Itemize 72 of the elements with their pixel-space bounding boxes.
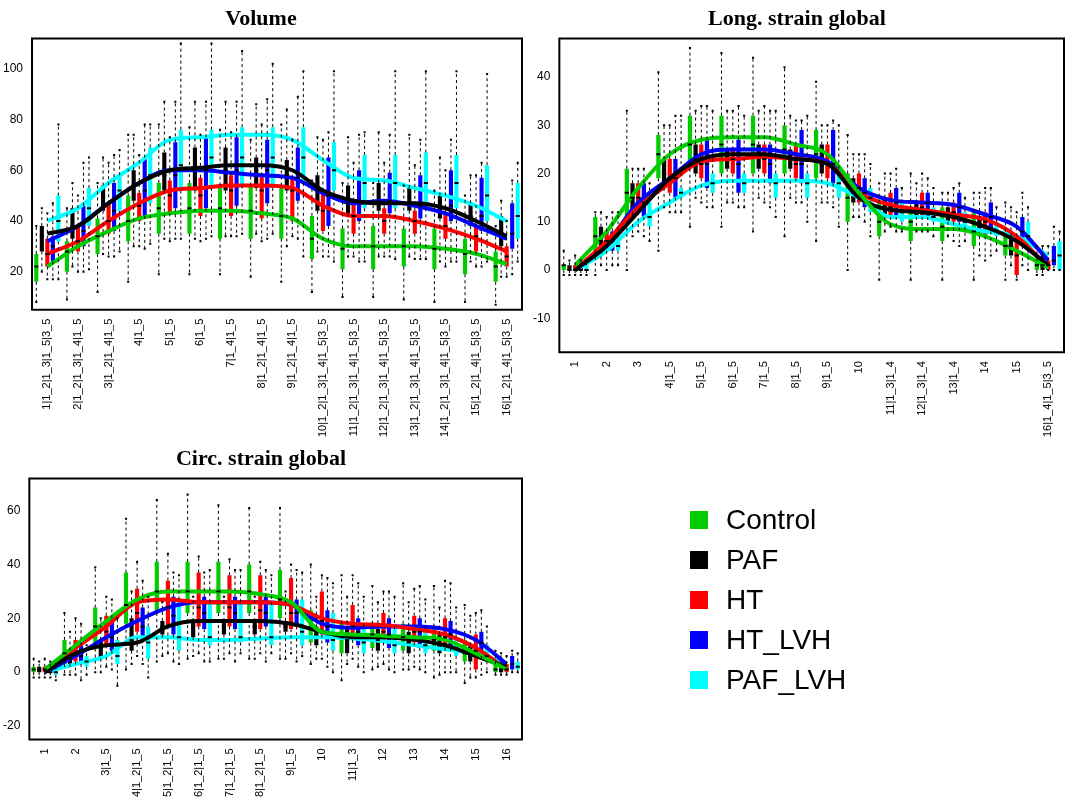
y-tick-label: 40	[536, 69, 551, 84]
y-tick-label: 20	[6, 610, 21, 625]
chart-title: Long. strain global	[708, 4, 886, 30]
x-tick-label: 2	[599, 361, 612, 368]
y-tick-label: 60	[6, 503, 21, 518]
x-tick-label: 15|1_2|1_4|1_5|3_5	[469, 318, 482, 416]
x-tick-label: 14	[978, 361, 991, 374]
x-tick-label: 1	[37, 748, 50, 755]
y-tick-label: 0	[543, 262, 551, 277]
x-tick-label: 16|1_2|1_4|1_5|3_5	[499, 318, 512, 416]
y-tick-label: 20	[536, 165, 551, 180]
x-tick-label: 9|1_2|1_4|1_5	[285, 318, 298, 389]
legend-label: PAF	[726, 544, 779, 576]
x-tick-label: 13|1_2|1_3|1_4|1_5|3_5	[407, 318, 420, 438]
x-tick-label: 11|1_3	[345, 748, 358, 782]
y-tick-label: 40	[6, 556, 21, 571]
x-tick-label: 6|1_2|1_5	[191, 748, 204, 798]
x-tick-label: 2	[68, 748, 81, 755]
x-tick-label: 14|1_2|1_3|1_4|1_5|3_5	[438, 318, 451, 438]
x-tick-label: 5|1_2|1_5	[160, 748, 173, 798]
y-tick-label: 20	[9, 263, 24, 278]
x-tick-label: 1	[568, 361, 581, 368]
y-tick-label: -20	[3, 718, 21, 733]
y-tick-label: 100	[2, 61, 24, 76]
x-tick-label: 5|1_5	[162, 318, 175, 347]
x-tick-label: 11|1_3|1_4	[883, 361, 896, 415]
x-tick-label: 8|1_5	[788, 361, 801, 389]
chart-title: Circ. strain global	[175, 444, 347, 470]
legend-label: HT	[726, 584, 764, 616]
x-tick-label: 7|1_5	[757, 361, 770, 389]
x-tick-label: 3|1_2|1_4|1_5	[101, 318, 114, 389]
x-tick-label: 16|1_4|1_5|3_5	[1041, 361, 1054, 438]
legend-label: PAF_LVH	[726, 664, 847, 696]
legend-label: Control	[726, 504, 817, 536]
x-tick-label: 9|1_5	[284, 748, 297, 776]
x-tick-label: 2|1_2|1_3|1_4|1_5	[70, 318, 83, 410]
y-tick-label: 60	[9, 162, 24, 177]
y-tick-label: 40	[9, 213, 24, 228]
x-tick-label: 9|1_5	[820, 361, 833, 389]
x-tick-label: 10	[852, 361, 865, 374]
x-tick-label: 4|1_2|1_5	[130, 748, 143, 798]
y-tick-label: 30	[536, 117, 551, 132]
x-tick-label: 4|1_5	[662, 361, 675, 389]
legend-label: HT_LVH	[726, 624, 832, 656]
y-tick-label: 0	[13, 664, 21, 679]
x-tick-label: 3|1_5	[99, 748, 112, 776]
x-tick-label: 16	[499, 748, 512, 761]
x-tick-label: 7|1_2|1_5	[222, 748, 235, 798]
x-tick-label: 7|1_4|1_5	[224, 318, 237, 368]
x-tick-label: 15	[468, 748, 481, 761]
x-tick-label: 3	[631, 361, 644, 368]
x-tick-label: 13|1_4	[946, 361, 959, 395]
chart-title: Volume	[225, 4, 297, 30]
x-tick-label: 6|1_5	[725, 361, 738, 389]
x-tick-label: 5|1_5	[694, 361, 707, 389]
x-tick-label: 12	[376, 748, 389, 761]
x-tick-label: 12|1_3|1_4	[915, 361, 928, 416]
x-tick-label: 15	[1009, 361, 1022, 374]
y-tick-label: 80	[9, 111, 24, 126]
x-tick-label: 13	[407, 748, 420, 761]
y-tick-label: -10	[533, 310, 551, 325]
x-tick-label: 10|1_2|1_3|1_4|1_5|3_5	[315, 318, 328, 438]
y-tick-label: 10	[536, 214, 551, 229]
x-tick-label: 1|1_2|1_3|1_5|3_5	[40, 318, 53, 410]
x-tick-label: 4|1_5	[132, 318, 145, 347]
x-tick-label: 10	[314, 748, 327, 761]
x-tick-label: 14	[438, 748, 451, 761]
x-tick-label: 8|1_2|1_5	[253, 748, 266, 798]
x-tick-label: 11|1_2|1_3|1_4|1_5|3_5	[346, 318, 359, 437]
x-tick-label: 8|1_2|1_4|1_5	[254, 318, 267, 389]
x-tick-label: 6|1_5	[193, 318, 206, 347]
x-tick-label: 12|1_2|1_3|1_4|1_5|3_5	[377, 318, 390, 438]
